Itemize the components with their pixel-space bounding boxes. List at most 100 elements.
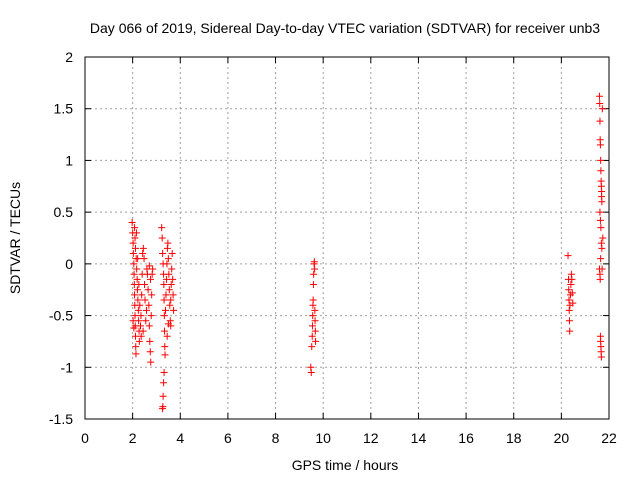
y-tick-label: 0.5 <box>54 204 74 220</box>
x-axis-ticks: 0 2 4 6 8 10 12 14 16 18 20 22 <box>81 57 617 446</box>
data-point <box>160 296 168 304</box>
data-point <box>135 337 143 345</box>
data-point <box>565 296 573 304</box>
data-point <box>598 244 606 252</box>
data-point <box>164 239 172 247</box>
data-point <box>597 156 605 164</box>
data-point <box>162 291 170 299</box>
data-point <box>133 286 141 294</box>
data-point <box>131 224 139 232</box>
data-point <box>144 286 152 294</box>
data-point <box>131 244 139 252</box>
data-point <box>167 296 175 304</box>
data-point <box>133 265 141 273</box>
data-point <box>168 265 176 273</box>
data-point <box>145 301 153 309</box>
data-point <box>130 324 138 332</box>
x-tick-label: 2 <box>129 430 137 446</box>
data-point <box>136 322 144 330</box>
data-point <box>134 296 142 304</box>
plot-frame <box>84 56 610 420</box>
data-point <box>598 265 606 273</box>
data-point <box>308 343 316 351</box>
data-point <box>568 275 576 283</box>
data-point <box>131 234 139 242</box>
data-point <box>160 379 168 387</box>
data-point <box>142 306 150 314</box>
data-point <box>132 229 140 237</box>
data-point <box>158 234 166 242</box>
data-point <box>164 320 172 328</box>
data-point <box>147 312 155 320</box>
data-point <box>161 351 169 359</box>
data-point <box>140 255 148 263</box>
x-tick-label: 4 <box>176 430 184 446</box>
data-point <box>595 92 603 100</box>
data-point <box>166 301 174 309</box>
data-point <box>147 358 155 366</box>
data-point <box>137 312 145 320</box>
data-point <box>597 167 605 175</box>
data-point <box>309 296 317 304</box>
x-tick-label: 18 <box>506 430 522 446</box>
data-point <box>138 291 146 299</box>
data-point <box>134 255 142 263</box>
data-point <box>131 312 139 320</box>
data-point <box>311 317 319 325</box>
data-point <box>139 327 147 335</box>
data-point <box>133 275 141 283</box>
grid-lines <box>85 57 609 419</box>
data-point <box>311 327 319 335</box>
data-point <box>311 306 319 314</box>
data-point <box>596 100 604 108</box>
data-point <box>139 244 147 252</box>
data-point <box>309 281 317 289</box>
data-point <box>160 312 168 320</box>
data-point <box>149 265 157 273</box>
data-point <box>147 275 154 283</box>
data-point <box>159 392 167 400</box>
data-point <box>596 216 604 224</box>
data-point <box>162 275 170 283</box>
data-point <box>128 218 136 226</box>
data-point <box>136 301 144 309</box>
data-point <box>165 270 173 278</box>
x-tick-label: 16 <box>458 430 474 446</box>
data-point <box>311 265 319 273</box>
data-point <box>163 332 171 340</box>
chart-title: Day 066 of 2019, Sidereal Day-to-day VTE… <box>90 20 600 36</box>
data-point <box>163 260 171 268</box>
y-axis-label: SDTVAR / TECUs <box>7 182 23 294</box>
data-point <box>130 260 138 268</box>
data-point <box>310 270 318 278</box>
data-point <box>162 306 170 314</box>
y-tick-label: 2 <box>65 49 73 65</box>
data-point <box>596 208 604 216</box>
x-tick-label: 22 <box>601 430 617 446</box>
x-axis-label: GPS time / hours <box>292 457 399 473</box>
data-point <box>170 306 178 314</box>
x-tick-label: 10 <box>315 430 331 446</box>
x-tick-label: 6 <box>224 430 232 446</box>
x-tick-label: 14 <box>411 430 427 446</box>
y-tick-label: -1.5 <box>49 411 73 427</box>
data-point <box>160 281 168 289</box>
data-point <box>145 322 153 330</box>
data-point <box>565 286 573 294</box>
data-point <box>598 198 606 206</box>
data-point <box>142 317 150 325</box>
data-point <box>141 296 149 304</box>
y-tick-label: -1 <box>61 359 74 375</box>
data-point <box>597 353 605 361</box>
data-point <box>134 306 142 314</box>
data-point <box>312 337 320 345</box>
x-tick-label: 12 <box>363 430 379 446</box>
data-point <box>168 250 176 258</box>
data-point <box>309 312 317 320</box>
y-tick-label: 1.5 <box>54 101 74 117</box>
x-tick-label: 0 <box>81 430 89 446</box>
data-point <box>599 234 607 242</box>
y-axis-ticks: -1.5 -1 -0.5 0 0.5 1 1.5 2 <box>49 49 609 427</box>
data-point <box>161 327 169 335</box>
y-tick-label: 1 <box>65 152 73 168</box>
